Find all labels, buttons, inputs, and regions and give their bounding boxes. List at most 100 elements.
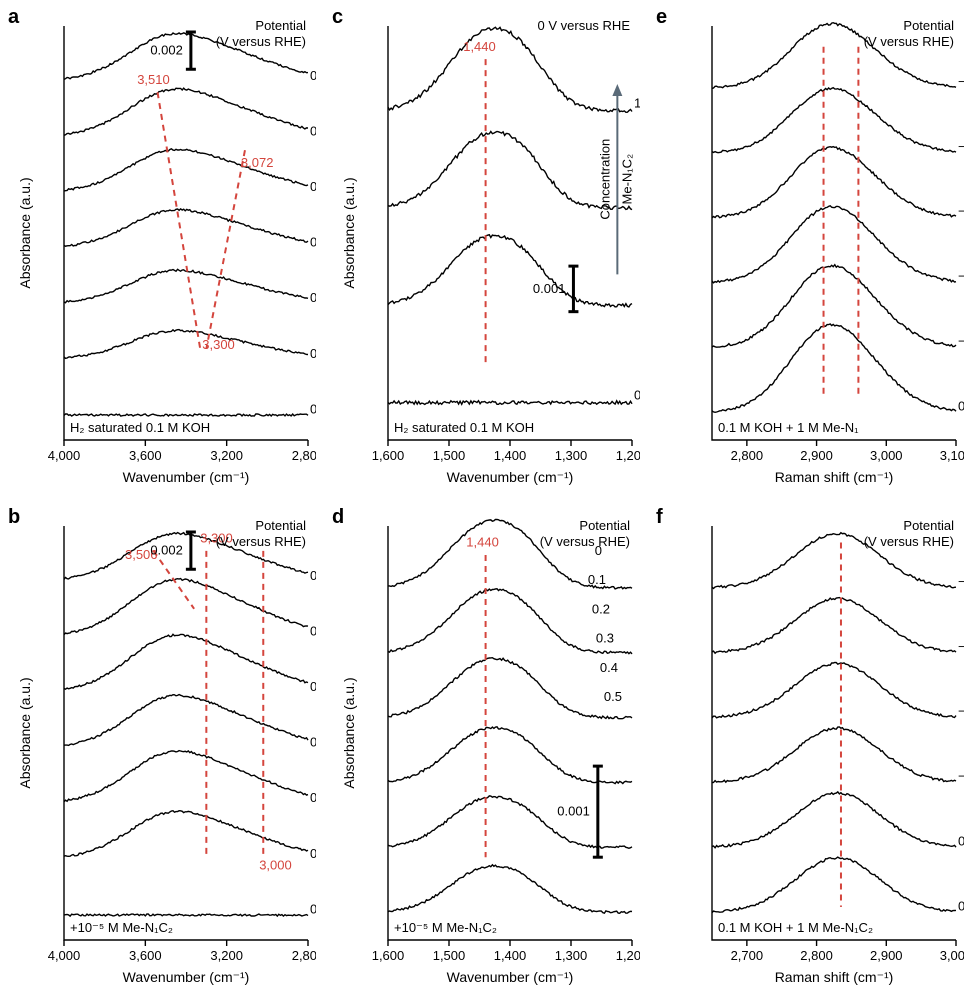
- svg-text:3,100: 3,100: [940, 448, 964, 463]
- spectrum-line: [64, 634, 308, 689]
- spectrum-line: [388, 865, 632, 914]
- svg-text:(V versus RHE): (V versus RHE): [216, 34, 306, 49]
- spectrum-line: [64, 579, 308, 635]
- spectrum-label: 0.4: [310, 346, 316, 361]
- svg-text:3,000: 3,000: [940, 948, 964, 963]
- spectrum-line: [712, 206, 956, 283]
- spectrum-label: 0.1: [588, 572, 606, 587]
- svg-text:3,000: 3,000: [259, 858, 292, 873]
- svg-text:1,300: 1,300: [555, 448, 588, 463]
- svg-text:1,400: 1,400: [494, 948, 527, 963]
- svg-text:1,200: 1,200: [616, 948, 640, 963]
- spectrum-line: [712, 324, 956, 412]
- spectrum-line: [712, 727, 956, 783]
- svg-text:1,600: 1,600: [372, 448, 405, 463]
- panel-svg-a: 4,000 3,600 3,200 2,800 Wavenumber (cm⁻¹) Abs…: [8, 18, 316, 488]
- spectrum-line: [712, 88, 956, 153]
- spectrum-line: [64, 914, 308, 916]
- spectrum-label: −0.35: [958, 74, 964, 89]
- spectrum-line: [388, 727, 632, 784]
- svg-text:2,900: 2,900: [870, 948, 903, 963]
- svg-text:3,000: 3,000: [870, 448, 903, 463]
- spectrum-line: [388, 401, 632, 405]
- svg-text:Potential: Potential: [903, 18, 954, 33]
- spectrum-label: −0.3: [958, 639, 964, 654]
- panel-svg-f: 2,7002,8002,9003,000Raman shift (cm⁻¹)−0…: [656, 518, 964, 988]
- spectrum-label: −0.1: [958, 333, 964, 348]
- svg-text:Raman shift (cm⁻¹): Raman shift (cm⁻¹): [775, 969, 894, 985]
- spectrum-line: [712, 857, 956, 913]
- svg-text:Raman shift (cm⁻¹): Raman shift (cm⁻¹): [775, 469, 894, 485]
- svg-text:Potential: Potential: [579, 518, 630, 533]
- panel-svg-e: 2,8002,9003,0003,100Raman shift (cm⁻¹)−0…: [656, 18, 964, 488]
- spectrum-label: 0: [634, 388, 640, 403]
- spectrum-line: [64, 811, 308, 857]
- spectrum-line: [712, 598, 956, 654]
- svg-text:1,500: 1,500: [433, 448, 466, 463]
- spectrum-label: 0: [310, 568, 316, 583]
- spectrum-label: 0.2: [592, 601, 610, 616]
- spectrum-label: −0.3: [958, 139, 964, 154]
- spectrum-label: −0.1: [958, 769, 964, 784]
- svg-text:2,800: 2,800: [292, 948, 316, 963]
- svg-text:3,072: 3,072: [241, 155, 274, 170]
- spectrum-label: 10⁻⁵: [634, 96, 640, 111]
- spectrum-line: [64, 695, 308, 746]
- svg-text:(V versus RHE): (V versus RHE): [216, 534, 306, 549]
- panel-svg-b: 4,000 3,600 3,200 2,800 Wavenumber (cm⁻¹) Abs…: [8, 518, 316, 988]
- svg-text:2,900: 2,900: [800, 448, 833, 463]
- svg-text:3,600: 3,600: [129, 948, 162, 963]
- spectrum-label: −0.2: [958, 204, 964, 219]
- svg-text:0.001: 0.001: [533, 281, 566, 296]
- spectrum-label: 0.05: [310, 623, 316, 638]
- spectrum-label: 0.5: [310, 901, 316, 916]
- svg-text:Potential: Potential: [255, 18, 306, 33]
- spectrum-label: 0.2: [310, 735, 316, 750]
- spectrum-label: 0.1: [958, 898, 964, 913]
- svg-text:4,000: 4,000: [48, 948, 81, 963]
- svg-text:Potential: Potential: [255, 518, 306, 533]
- spectrum-line: [388, 796, 632, 848]
- spectrum-label: 0.4: [310, 846, 316, 861]
- figure-root: a b c d e f 4,0003,6003,2002,800Wavenumb…: [0, 0, 969, 998]
- spectrum-label: 0.3: [596, 631, 614, 646]
- spectrum-label: 0.3: [310, 290, 316, 305]
- panel-e: 2,8002,9003,0003,100Raman shift (cm⁻¹)−0…: [656, 18, 964, 488]
- spectrum-label: −0.2: [958, 704, 964, 719]
- spectrum-label: 0.05: [310, 123, 316, 138]
- spectrum-label: 0.5: [310, 401, 316, 416]
- svg-text:3,200: 3,200: [210, 948, 243, 963]
- svg-text:Wavenumber (cm⁻¹): Wavenumber (cm⁻¹): [123, 969, 250, 985]
- svg-text:2,800: 2,800: [292, 448, 316, 463]
- svg-text:0 V versus RHE: 0 V versus RHE: [538, 18, 631, 33]
- spectrum-label: 0: [310, 68, 316, 83]
- svg-text:3,600: 3,600: [129, 448, 162, 463]
- svg-text:+10⁻⁵ M Me-N₁C₂: +10⁻⁵ M Me-N₁C₂: [70, 920, 173, 935]
- svg-text:(V versus RHE): (V versus RHE): [540, 534, 630, 549]
- spectrum-line: [712, 792, 956, 848]
- spectrum-label: 0: [958, 833, 964, 848]
- svg-text:Absorbance (a.u.): Absorbance (a.u.): [17, 177, 33, 288]
- spectrum-line: [388, 658, 632, 719]
- panel-b: 4,000 3,600 3,200 2,800 Wavenumber (cm⁻¹) Abs…: [8, 518, 316, 988]
- svg-text:(V versus RHE): (V versus RHE): [864, 534, 954, 549]
- spectrum-line: [388, 235, 632, 307]
- svg-text:Wavenumber (cm⁻¹): Wavenumber (cm⁻¹): [123, 469, 250, 485]
- svg-text:0.002: 0.002: [150, 43, 183, 58]
- svg-text:0.1 M KOH + 1 M Me-N₁: 0.1 M KOH + 1 M Me-N₁: [718, 420, 859, 435]
- svg-text:1,440: 1,440: [463, 39, 496, 54]
- spectrum-label: 0.05: [958, 398, 964, 413]
- svg-text:1,600: 1,600: [372, 948, 405, 963]
- svg-text:Absorbance (a.u.): Absorbance (a.u.): [17, 677, 33, 788]
- svg-text:3,200: 3,200: [210, 448, 243, 463]
- spectrum-label: 0.1: [310, 679, 316, 694]
- spectrum-line: [64, 330, 308, 359]
- svg-text:1,440: 1,440: [466, 535, 499, 550]
- spectrum-label: 0.1: [310, 179, 316, 194]
- svg-text:Wavenumber (cm⁻¹): Wavenumber (cm⁻¹): [447, 469, 574, 485]
- svg-text:3,510: 3,510: [137, 72, 170, 87]
- panel-c: 1,6001,5001,4001,3001,200Wavenumber (cm⁻…: [332, 18, 640, 488]
- panel-a: 4,000 3,600 3,200 2,800 Wavenumber (cm⁻¹) Abs…: [8, 18, 316, 488]
- svg-text:4,000: 4,000: [48, 448, 81, 463]
- spectrum-label: −0.15: [958, 269, 964, 284]
